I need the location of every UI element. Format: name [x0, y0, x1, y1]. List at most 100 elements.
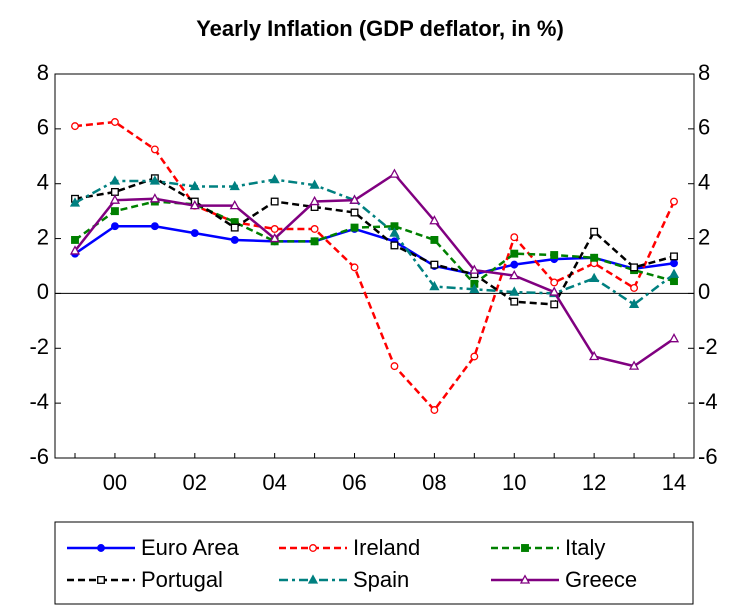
- marker: [110, 207, 119, 216]
- chart-title: Yearly Inflation (GDP deflator, in %): [196, 16, 564, 41]
- legend-item: Euro Area: [67, 535, 240, 560]
- y2-tick-label: -6: [698, 444, 718, 469]
- marker: [628, 298, 640, 309]
- marker: [589, 272, 600, 282]
- marker: [150, 145, 159, 154]
- legend-box: [54, 521, 694, 605]
- marker: [309, 179, 320, 189]
- marker: [190, 229, 199, 238]
- marker: [590, 227, 599, 236]
- y-tick-label: 2: [37, 224, 49, 249]
- marker: [510, 249, 519, 258]
- y-tick-label: -6: [29, 444, 49, 469]
- y-tick-label: 0: [37, 279, 49, 304]
- marker: [390, 362, 399, 371]
- marker: [229, 180, 240, 191]
- marker: [310, 225, 319, 233]
- legend-label: Portugal: [141, 567, 223, 592]
- marker: [189, 200, 200, 210]
- marker: [670, 252, 678, 261]
- marker: [270, 197, 279, 206]
- marker: [270, 225, 279, 233]
- legend-item: Spain: [279, 567, 409, 592]
- marker: [550, 300, 559, 309]
- y2-tick-label: 6: [698, 115, 710, 140]
- y2-tick-label: 4: [698, 170, 710, 195]
- y2-tick-label: 2: [698, 224, 710, 249]
- marker: [509, 286, 520, 296]
- marker: [110, 118, 119, 126]
- marker: [510, 297, 519, 306]
- x-tick-label: 08: [422, 470, 446, 495]
- x-tick-label: 14: [662, 470, 686, 495]
- marker: [550, 251, 559, 259]
- x-tick-label: 02: [183, 470, 207, 495]
- y2-tick-label: 8: [698, 60, 710, 85]
- y2-tick-label: 0: [698, 279, 710, 304]
- marker: [389, 168, 400, 178]
- marker: [350, 263, 359, 272]
- marker: [110, 187, 119, 196]
- marker: [510, 260, 519, 269]
- legend-marker: [97, 576, 105, 584]
- marker: [389, 227, 400, 237]
- plot-frame: [54, 73, 695, 459]
- marker: [149, 175, 160, 185]
- marker: [670, 277, 678, 286]
- series-line: [74, 176, 675, 306]
- marker: [430, 260, 439, 269]
- legend-label: Spain: [353, 567, 409, 592]
- legend-marker: [519, 574, 531, 584]
- marker: [189, 180, 200, 191]
- marker: [149, 193, 160, 203]
- marker: [630, 283, 639, 292]
- legend-marker: [521, 544, 529, 552]
- marker: [509, 269, 520, 280]
- marker: [668, 268, 680, 278]
- marker: [549, 286, 560, 296]
- legend-marker: [309, 544, 317, 552]
- marker: [429, 215, 440, 225]
- legend-label: Euro Area: [141, 535, 240, 560]
- series-line: [74, 120, 676, 412]
- marker: [350, 223, 359, 232]
- marker: [229, 200, 240, 210]
- y-tick-label: 6: [37, 115, 49, 140]
- marker: [349, 194, 360, 204]
- marker: [69, 197, 81, 207]
- marker: [71, 235, 79, 244]
- marker: [109, 194, 121, 204]
- marker: [309, 195, 320, 206]
- marker: [350, 208, 359, 217]
- marker: [550, 278, 559, 287]
- legend-marker: [97, 544, 105, 552]
- x-tick-label: 06: [342, 470, 366, 495]
- marker: [670, 259, 678, 268]
- marker: [628, 360, 640, 370]
- series-line: [74, 178, 675, 306]
- x-tick-label: 10: [502, 470, 526, 495]
- marker: [430, 406, 439, 414]
- marker: [150, 222, 159, 231]
- y-tick-label: 4: [37, 170, 49, 195]
- marker: [230, 235, 239, 244]
- legend-label: Greece: [565, 567, 637, 592]
- marker: [71, 122, 79, 131]
- marker: [469, 264, 480, 274]
- x-tick-label: 12: [582, 470, 606, 495]
- legend-item: Italy: [491, 535, 605, 560]
- marker: [390, 241, 399, 250]
- series-line: [74, 172, 675, 368]
- marker: [630, 263, 639, 272]
- y2-tick-label: -2: [698, 334, 718, 359]
- marker: [109, 175, 121, 185]
- legend-label: Italy: [565, 535, 605, 560]
- marker: [69, 245, 81, 255]
- marker: [430, 235, 439, 244]
- y-tick-label: 8: [37, 60, 49, 85]
- marker: [670, 197, 678, 206]
- y-tick-label: -2: [29, 334, 49, 359]
- marker: [230, 223, 239, 232]
- marker: [269, 232, 280, 243]
- marker: [469, 283, 480, 293]
